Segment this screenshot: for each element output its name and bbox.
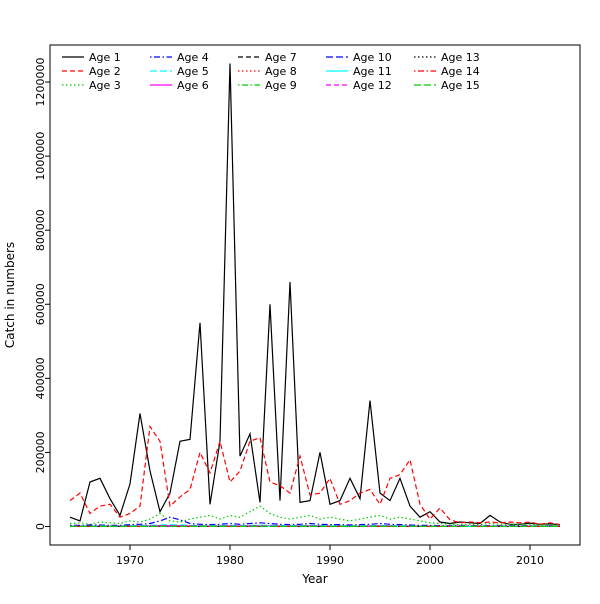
legend-label-age-7: Age 7 — [265, 51, 297, 64]
x-tick-label: 1980 — [216, 554, 244, 567]
y-tick-label: 0 — [34, 523, 47, 530]
legend-label-age-1: Age 1 — [89, 51, 121, 64]
x-axis-title: Year — [301, 572, 327, 586]
x-tick-label: 1970 — [116, 554, 144, 567]
series-line-age-2 — [69, 424, 561, 526]
y-tick-label: 600000 — [34, 283, 47, 325]
legend-label-age-15: Age 15 — [441, 79, 480, 92]
legend-label-age-14: Age 14 — [441, 65, 480, 78]
legend-label-age-4: Age 4 — [177, 51, 209, 64]
y-tick-label: 200000 — [34, 431, 47, 473]
legend-label-age-10: Age 10 — [353, 51, 392, 64]
legend-label-age-13: Age 13 — [441, 51, 480, 64]
legend-label-age-6: Age 6 — [177, 79, 209, 92]
series-line-age-3 — [69, 505, 561, 526]
legend-label-age-3: Age 3 — [89, 79, 121, 92]
y-axis-title: Catch in numbers — [3, 242, 17, 348]
x-tick-label: 2000 — [416, 554, 444, 567]
series-line-age-1 — [69, 63, 561, 526]
legend-label-age-2: Age 2 — [89, 65, 121, 78]
y-tick-label: 1000000 — [34, 132, 47, 181]
y-tick-label: 800000 — [34, 209, 47, 251]
x-tick-label: 1990 — [316, 554, 344, 567]
y-tick-label: 400000 — [34, 357, 47, 399]
y-tick-label: 1200000 — [34, 58, 47, 107]
legend-label-age-12: Age 12 — [353, 79, 392, 92]
legend-label-age-9: Age 9 — [265, 79, 297, 92]
series-line-age-4 — [70, 516, 561, 527]
legend-label-age-8: Age 8 — [265, 65, 297, 78]
plot-box — [49, 44, 581, 546]
legend-label-age-5: Age 5 — [177, 65, 209, 78]
x-tick-label: 2010 — [516, 554, 544, 567]
legend-label-age-11: Age 11 — [353, 65, 392, 78]
